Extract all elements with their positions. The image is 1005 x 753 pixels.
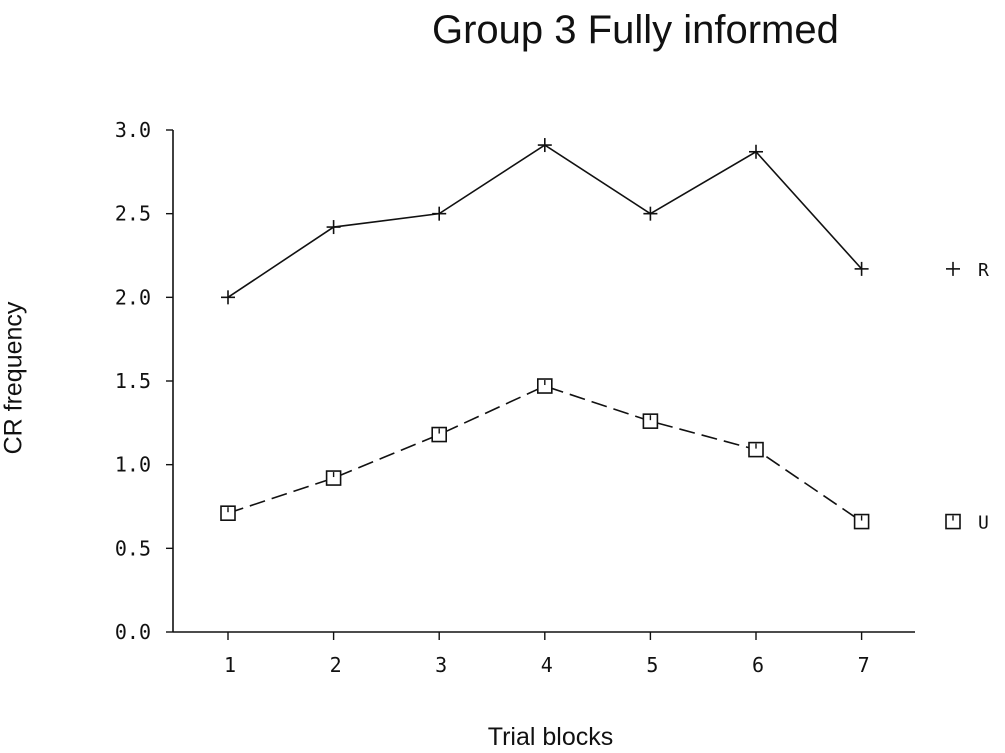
data-point-R-3 [432,206,447,221]
data-point-R-2 [326,220,341,235]
legend-label-R: R [978,260,989,281]
data-point-U-7 [853,513,870,530]
chart-title: Group 3 Fully informed [432,8,839,52]
data-point-R-1 [221,290,235,305]
series-R [221,138,869,305]
data-point-U-2 [325,470,342,486]
legend-marker-U [945,513,961,530]
x-tick-label: 3 [435,653,447,677]
axes: 0.0 0.5 1.0 1.5 2.0 2.5 3.0 1 2 3 4 5 6 7 [115,118,915,677]
x-tick-label: 2 [330,653,342,677]
data-point-U-4 [536,378,553,394]
y-tick-label: 2.0 [115,285,151,309]
series-line-U [227,385,863,523]
legend: RU [945,260,989,534]
series-layer [220,138,870,530]
data-point-R-6 [749,144,763,159]
x-tick-label: 4 [541,653,553,677]
series-line-R [227,144,863,298]
data-point-R-4 [537,138,552,153]
series-U [220,378,870,530]
y-tick-label: 1.0 [115,453,151,477]
x-tick-label: 1 [224,653,236,677]
y-tick-label: 1.5 [115,369,151,393]
x-axis-label: Trial blocks [487,723,614,751]
y-tick-label: 2.5 [115,202,151,226]
data-point-U-3 [431,426,448,443]
data-point-U-5 [642,413,659,429]
x-tick-label: 6 [752,653,764,677]
y-tick-label: 3.0 [115,118,151,142]
legend-item-U: U [945,513,989,534]
y-tick-label: 0.0 [115,620,151,644]
legend-item-R: R [946,260,989,281]
y-tick-label: 0.5 [115,536,151,560]
data-point-R-7 [854,261,869,276]
x-tick-label: 7 [858,653,870,677]
data-point-R-5 [643,206,658,221]
legend-label-U: U [978,513,989,534]
x-tick-label: 5 [646,653,658,677]
data-point-U-6 [748,441,764,458]
data-point-U-1 [220,505,236,521]
legend-marker-R [946,261,960,276]
